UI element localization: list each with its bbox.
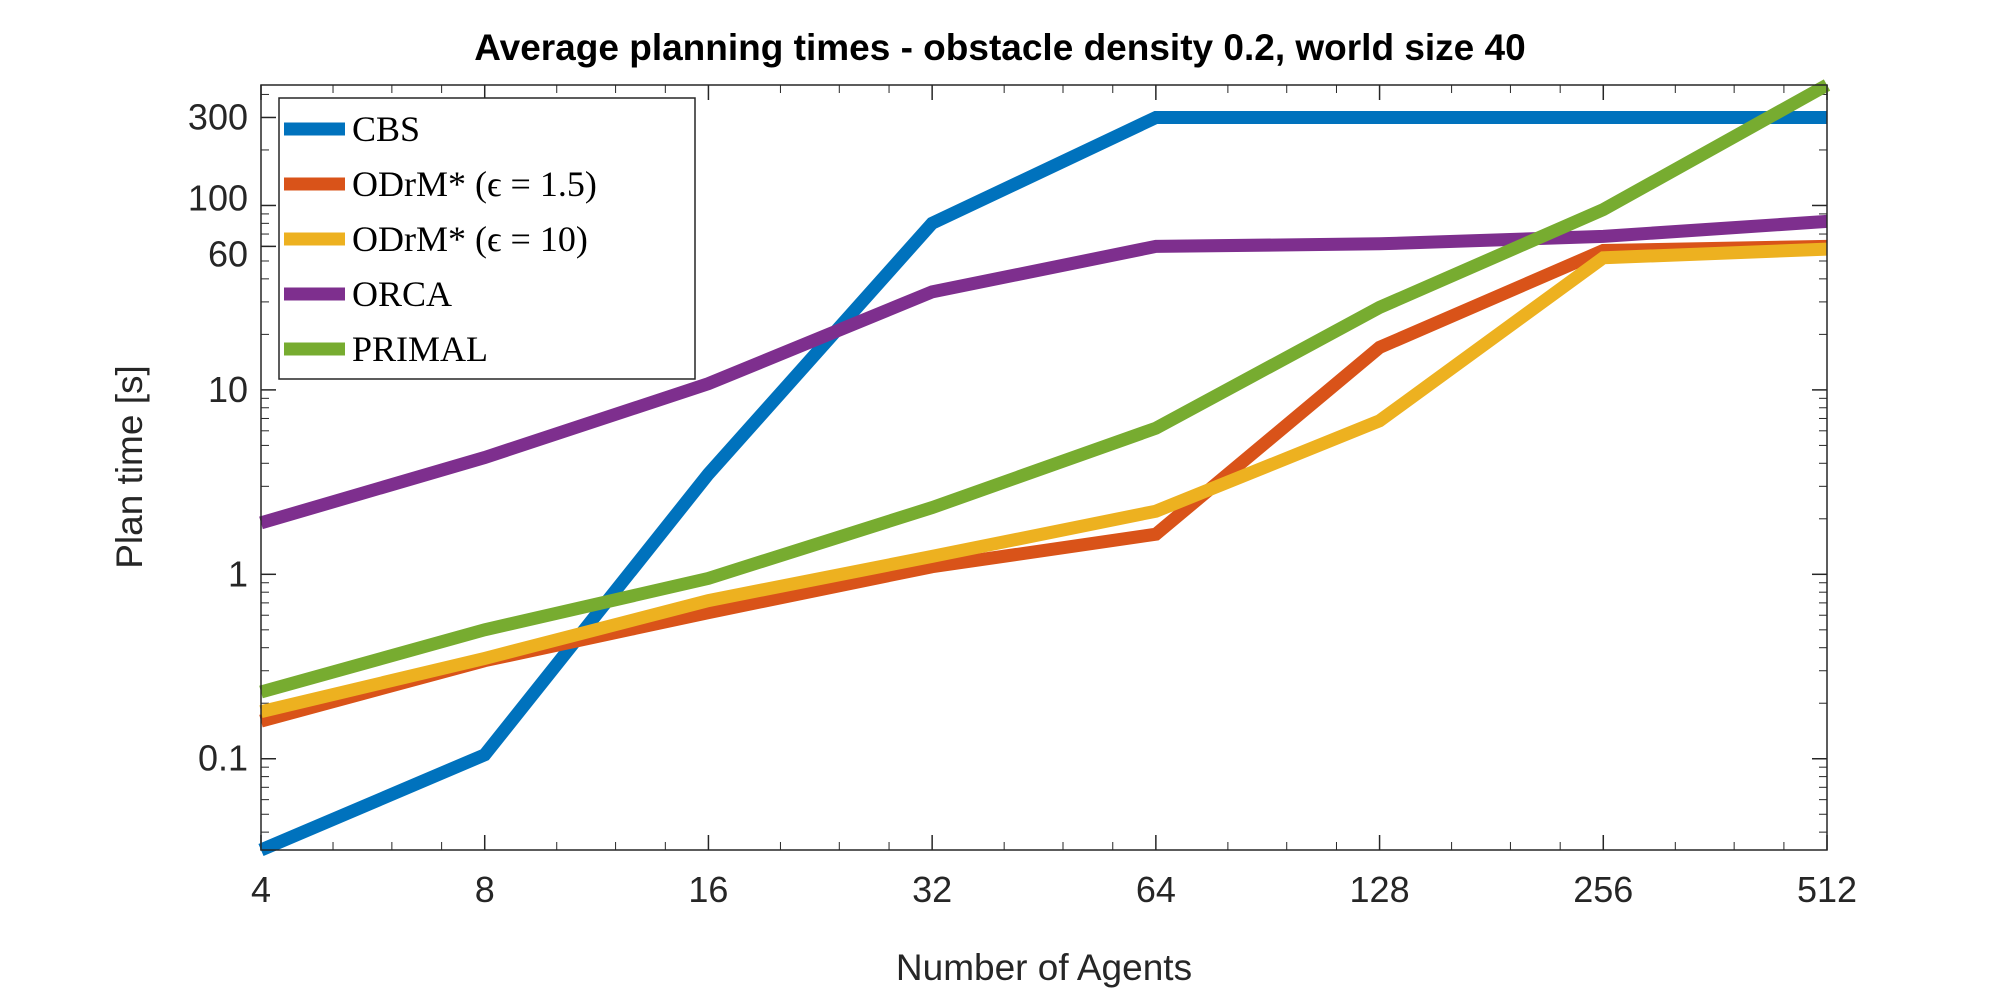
x-tick-label: 4 [251, 869, 271, 910]
legend: CBS ODrM* (ϵ = 1.5) ODrM* (ϵ = 10) ORCA PRIM… [278, 97, 696, 380]
y-axis-label: Plan time [s] [109, 365, 150, 569]
legend-label: CBS [352, 109, 420, 149]
y-tick-label: 100 [188, 177, 248, 218]
series-line-0 [258, 111, 1827, 856]
tick-labels: 4 8 16 32 64 128 256 512 0.1 1 10 60 100 300 [188, 96, 1857, 910]
y-tick-label: 1 [228, 553, 248, 594]
x-tick-label: 32 [912, 869, 952, 910]
x-axis-label: Number of Agents [896, 947, 1192, 988]
x-tick-label: 512 [1797, 869, 1857, 910]
y-tick-label: 300 [188, 96, 248, 137]
legend-label: PRIMAL [352, 329, 488, 369]
chart-title: Average planning times - obstacle densit… [474, 27, 1525, 68]
x-tick-label: 16 [688, 869, 728, 910]
x-tick-label: 8 [475, 869, 495, 910]
series-line-4 [259, 79, 1831, 699]
legend-label: ODrM* (ϵ = 10) [352, 219, 588, 259]
x-tick-label: 256 [1573, 869, 1633, 910]
y-tick-label: 60 [208, 233, 248, 274]
series-lines [258, 79, 1831, 856]
legend-box [278, 97, 696, 380]
y-tick-label: 10 [208, 369, 248, 410]
legend-label: ORCA [352, 274, 452, 314]
series-line-2 [259, 242, 1828, 719]
y-tick-label: 0.1 [198, 738, 248, 779]
x-tick-label: 128 [1350, 869, 1410, 910]
series-line-3 [259, 214, 1828, 530]
legend-label: ODrM* (ϵ = 1.5) [352, 164, 597, 204]
plot-frame [260, 84, 1828, 851]
x-tick-label: 64 [1136, 869, 1176, 910]
